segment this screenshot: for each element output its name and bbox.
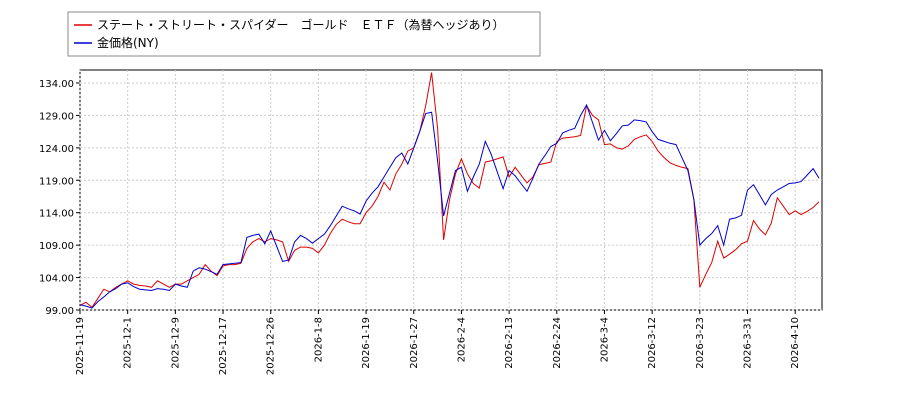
x-tick-label: 2026-3-12 xyxy=(647,317,658,369)
y-tick-label: 129.00 xyxy=(39,111,74,122)
legend-box xyxy=(67,11,541,57)
x-tick-label: 2025-11-19 xyxy=(75,317,86,375)
line-series xyxy=(79,103,820,309)
x-tick-label: 2025-12-17 xyxy=(218,317,229,375)
x-tick-label: 2025-12-26 xyxy=(266,317,277,375)
y-tick-label: 134.00 xyxy=(39,79,74,90)
x-tick-label: 2026-1-8 xyxy=(313,317,324,362)
x-tick-label: 2026-4-10 xyxy=(790,317,801,369)
y-tick-label: 109.00 xyxy=(39,241,74,252)
legend-label: 金価格(NY) xyxy=(97,35,159,50)
y-tick-label: 114.00 xyxy=(39,209,74,220)
plot-area xyxy=(79,69,823,311)
x-tick-label: 2026-2-24 xyxy=(552,317,563,369)
x-tick-label: 2025-12-9 xyxy=(170,317,181,369)
x-tick-label: 2026-3-4 xyxy=(599,317,610,362)
line-series xyxy=(79,72,820,309)
x-tick-label: 2026-2-4 xyxy=(456,317,467,362)
x-tick-label: 2025-12-1 xyxy=(123,317,134,369)
y-tick-label: 124.00 xyxy=(39,144,74,155)
legend-label: ステート・ストリート・スパイダー ゴールド ＥＴＦ（為替ヘッジあり） xyxy=(97,17,505,32)
x-tick-label: 2026-3-23 xyxy=(695,317,706,369)
x-tick-label: 2026-1-27 xyxy=(409,317,420,369)
y-tick-label: 99.00 xyxy=(45,306,74,317)
y-tick-label: 119.00 xyxy=(39,176,74,187)
y-tick-label: 104.00 xyxy=(39,274,74,285)
x-tick-label: 2026-1-19 xyxy=(361,317,372,369)
x-tick-label: 2026-3-31 xyxy=(743,317,754,369)
x-tick-label: 2026-2-13 xyxy=(504,317,515,369)
legend: ステート・ストリート・スパイダー ゴールド ＥＴＦ（為替ヘッジあり） 金価格(NY… xyxy=(67,11,541,57)
